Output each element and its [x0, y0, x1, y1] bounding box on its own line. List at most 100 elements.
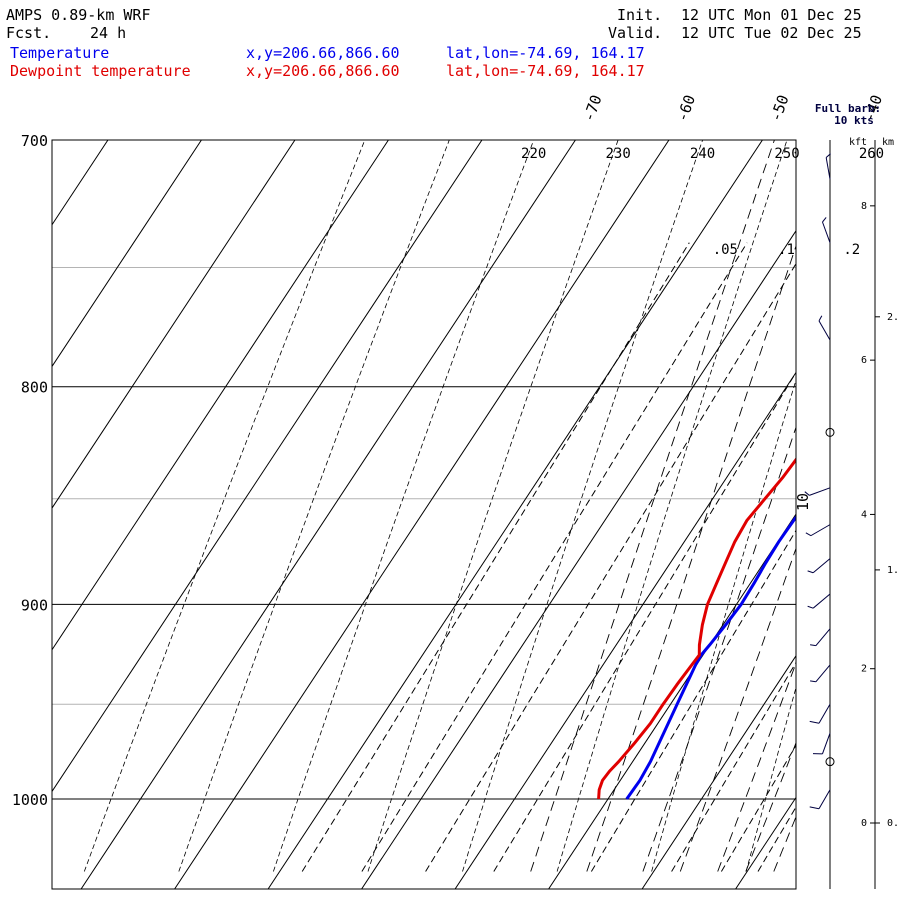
pressure-label: 900: [21, 596, 48, 614]
height-km-label: 1.: [887, 565, 899, 576]
isotherm-line: [641, 654, 796, 889]
isotherm-line: [454, 371, 796, 889]
height-kft-label: 8: [861, 201, 867, 212]
mixing-ratio-line: [301, 242, 690, 872]
temperature-trace: [625, 514, 796, 800]
wind-barb-shaft: [810, 524, 831, 537]
wind-barb-flag: [807, 570, 814, 574]
isotherm-line: [361, 229, 796, 889]
isotherm-label: -70: [579, 92, 605, 124]
moist-adiabat: [745, 741, 796, 872]
dewpoint-trace: [597, 457, 796, 800]
mixing-ratio-line: [590, 529, 796, 872]
mixing-ratio-label: .2: [843, 242, 860, 258]
theta-label: 260: [859, 146, 884, 162]
pressure-label: 800: [21, 379, 48, 397]
moist-adiabat: [717, 661, 796, 872]
height-kft-label: 2: [861, 664, 867, 675]
height-km-label: 0.: [887, 818, 899, 829]
dewpoint-latlon: lat,lon=-74.69, 164.17: [446, 62, 645, 80]
isotherm-line: [52, 140, 109, 226]
moist-adiabat: [530, 140, 775, 872]
calm-wind-marker: [825, 757, 835, 767]
mixing-ratio-line: [425, 262, 796, 872]
height-axis-km-units: km: [882, 137, 894, 148]
wind-barb-flag: [810, 680, 816, 683]
wind-barb-flag: [809, 720, 820, 724]
barb-scale-label: 10: [794, 493, 812, 511]
wind-barb-shaft: [815, 664, 831, 683]
mixing-ratio-label: .05: [713, 242, 738, 258]
barb-legend-title: Full barb:: [815, 102, 881, 115]
wind-barb-shaft: [818, 703, 831, 724]
theta-label: 220: [521, 146, 546, 162]
dry-adiabat: [178, 140, 450, 872]
forecast-label: Fcst.: [6, 24, 52, 42]
moist-adiabat: [858, 119, 900, 872]
wind-barb-shaft: [815, 628, 831, 646]
barb-legend-value: 10 kts: [834, 114, 874, 127]
moist-adiabat: [642, 425, 796, 872]
wind-barb-shaft: [818, 789, 831, 810]
theta-label: 240: [690, 146, 715, 162]
isotherm-line: [52, 140, 483, 793]
moist-adiabat: [586, 244, 796, 872]
mixing-ratio-line: [671, 661, 796, 872]
mixing-ratio-line: [493, 371, 796, 872]
temperature-latlon: lat,lon=-74.69, 164.17: [446, 44, 645, 62]
moist-adiabat: [802, 119, 900, 872]
isotherm-line: [52, 140, 296, 509]
theta-label: 250: [774, 146, 799, 162]
pressure-label: 700: [21, 132, 48, 150]
isotherm-line: [174, 140, 670, 889]
mixing-ratio-line: [757, 806, 796, 872]
isotherm-label: -50: [766, 92, 792, 124]
mixing-ratio-label: .1: [778, 242, 795, 258]
dry-adiabat: [273, 140, 535, 872]
dry-adiabat: [556, 140, 788, 872]
model-title: AMPS 0.89-km WRF: [6, 6, 151, 24]
height-km-label: 2.: [887, 312, 899, 323]
mixing-ratio-line: [720, 744, 796, 872]
wind-barb-flag: [805, 532, 812, 537]
dry-adiabat: [367, 140, 619, 872]
isotherm-line: [267, 140, 763, 889]
height-kft-label: 6: [861, 355, 867, 366]
wind-barb-flag: [810, 644, 816, 647]
wind-barb-shaft: [809, 487, 831, 496]
height-kft-label: 0: [861, 818, 867, 829]
wind-barb-flag: [825, 153, 831, 158]
moist-adiabat: [886, 119, 900, 872]
dry-adiabat: [841, 113, 900, 871]
wind-barb-flag: [807, 605, 814, 609]
moist-adiabat: [679, 547, 796, 872]
wind-barb-shaft: [825, 157, 831, 180]
isotherm-line: [80, 140, 576, 889]
plot-area: [52, 113, 900, 889]
valid-time: 12 UTC Tue 02 Dec 25: [681, 24, 862, 42]
mixing-ratio-line: [812, 243, 900, 872]
height-kft-label: 4: [861, 509, 867, 520]
temperature-xy: x,y=206.66,866.60: [246, 44, 400, 62]
wind-barb-flag: [804, 491, 810, 496]
wind-barb-shaft: [818, 320, 831, 341]
wind-barb-shaft: [822, 733, 831, 755]
wind-barb-shaft: [812, 558, 831, 574]
pressure-label: 1000: [12, 791, 48, 809]
dewpoint-legend: Dewpoint temperature: [10, 62, 191, 80]
moist-adiabat: [830, 119, 900, 872]
wind-barb-flag: [809, 806, 820, 810]
init-label: Init.: [617, 6, 663, 24]
valid-label: Valid.: [608, 24, 663, 42]
forecast-hours: 24 h: [90, 24, 127, 42]
wind-barb-flag: [818, 315, 823, 322]
isotherm-line: [52, 140, 389, 651]
dewpoint-xy: x,y=206.66,866.60: [246, 62, 400, 80]
dry-adiabat: [651, 378, 796, 872]
wind-barb-shaft: [822, 221, 831, 243]
isotherm-label: -60: [673, 92, 699, 124]
plot-frame: [51, 139, 797, 890]
moist-adiabat: [773, 815, 796, 872]
temperature-legend: Temperature: [10, 44, 110, 62]
